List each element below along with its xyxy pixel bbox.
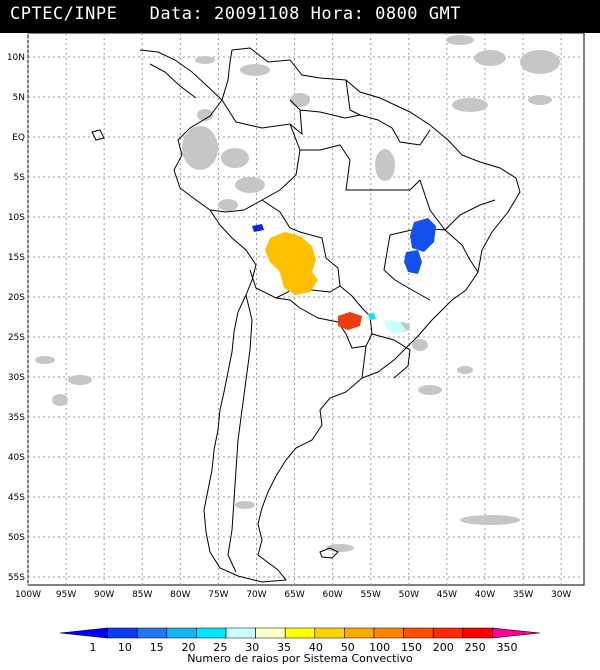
colorbar-label: 350: [497, 641, 518, 654]
lon-label: 45W: [437, 590, 457, 600]
colorbar-label: 200: [433, 641, 454, 654]
colorbar-label: 30: [245, 641, 259, 654]
lon-label: 35W: [513, 590, 533, 600]
lat-label: 10N: [7, 53, 25, 63]
cell-cyan: [368, 313, 376, 320]
colorbar-label: 25: [213, 641, 227, 654]
lon-label: 85W: [132, 590, 152, 600]
cell-blue-brazil-north: [410, 218, 436, 252]
colorbar-segment: [344, 627, 375, 639]
lon-label: 80W: [170, 590, 190, 600]
grid-lines: [27, 33, 584, 585]
colorbar-segment: [284, 627, 316, 639]
map-frame: [27, 32, 585, 586]
caribbean-islands: [91, 129, 105, 141]
colorbar-labels: 1 10 15 20 25 30 35 40 50 100 150 200 250 350: [90, 641, 518, 654]
colorbar-segment: [432, 627, 464, 639]
colorbar-segment: [314, 627, 345, 639]
lat-label: 35S: [8, 413, 25, 423]
cell-orange-bolivia: [265, 232, 318, 295]
lon-label: 50W: [399, 590, 419, 600]
latitude-labels: 10N 5N EQ 5S 10S 15S 20S 25S 30S 35S 40S 45S 50S 55S: [7, 53, 25, 583]
colorbar-segment: [107, 627, 138, 639]
lon-label: 70W: [246, 590, 266, 600]
colorbar-segment: [196, 627, 227, 639]
lat-label: 45S: [8, 493, 25, 503]
cell-lightcyan: [384, 320, 406, 334]
colorbar-label: 1: [90, 641, 97, 654]
colorbar: [59, 627, 541, 639]
cell-blue-small: [252, 224, 264, 232]
date-label: Data:: [149, 4, 204, 24]
convective-systems: [252, 218, 436, 334]
colorbar-title: Numero de raios por Sistema Convectivo: [187, 652, 413, 665]
lat-label: 30S: [8, 373, 25, 383]
colorbar-segment: [255, 627, 286, 639]
colorbar-segment: [373, 627, 404, 639]
colorbar-label: 100: [369, 641, 390, 654]
colorbar-segment: [492, 627, 541, 639]
lon-label: 60W: [322, 590, 342, 600]
colorbar-segment: [136, 627, 168, 639]
source-label: CPTEC/INPE: [10, 4, 118, 24]
cell-red-paraguay: [338, 312, 362, 330]
colorbar-segment: [166, 627, 197, 639]
lon-label: 65W: [284, 590, 304, 600]
time-label: Hora:: [310, 4, 365, 24]
colorbar-segment: [225, 627, 256, 639]
colorbar-segment: [403, 627, 434, 639]
lat-label: 50S: [8, 533, 25, 543]
lat-label: 5S: [14, 173, 26, 183]
header-title: CPTEC/INPE Data: 20091108 Hora: 0800 GMT: [10, 4, 461, 24]
cell-blue-brazil-south: [404, 250, 422, 274]
longitude-labels: 100W 95W 90W 85W 80W 75W 70W 65W 60W 55W 50W 45W 40W…: [15, 590, 571, 600]
lon-label: 90W: [94, 590, 114, 600]
lat-label: 15S: [8, 253, 25, 263]
colorbar-label: 10: [118, 641, 132, 654]
colorbar-label: 250: [465, 641, 486, 654]
colorbar-label: 15: [150, 641, 164, 654]
colorbar-label: 50: [341, 641, 355, 654]
colorbar-label: 40: [309, 641, 323, 654]
lat-label: 5N: [13, 93, 25, 103]
colorbar-label: 20: [182, 641, 196, 654]
colorbar-label: 150: [401, 641, 422, 654]
lat-label: 40S: [8, 453, 25, 463]
lat-label: EQ: [12, 133, 25, 143]
cloud-imagery: [35, 35, 560, 552]
central-america-outline: [139, 49, 223, 101]
south-america-outline: [173, 47, 521, 583]
lon-label: 100W: [15, 590, 41, 600]
date-value: 20091108: [214, 4, 300, 24]
lon-label: 30W: [551, 590, 571, 600]
lat-label: 55S: [8, 573, 25, 583]
lat-label: 25S: [8, 333, 25, 343]
lon-label: 75W: [208, 590, 228, 600]
falkland-islands: [319, 547, 339, 559]
lon-label: 95W: [56, 590, 76, 600]
colorbar-label: 35: [277, 641, 291, 654]
colorbar-segment: [59, 627, 108, 639]
lat-label: 10S: [8, 213, 25, 223]
header-bar: CPTEC/INPE Data: 20091108 Hora: 0800 GMT: [0, 0, 600, 33]
colorbar-segment: [462, 627, 493, 639]
lon-label: 40W: [475, 590, 495, 600]
lon-label: 55W: [361, 590, 381, 600]
time-value: 0800 GMT: [375, 4, 461, 24]
lat-label: 20S: [8, 293, 25, 303]
